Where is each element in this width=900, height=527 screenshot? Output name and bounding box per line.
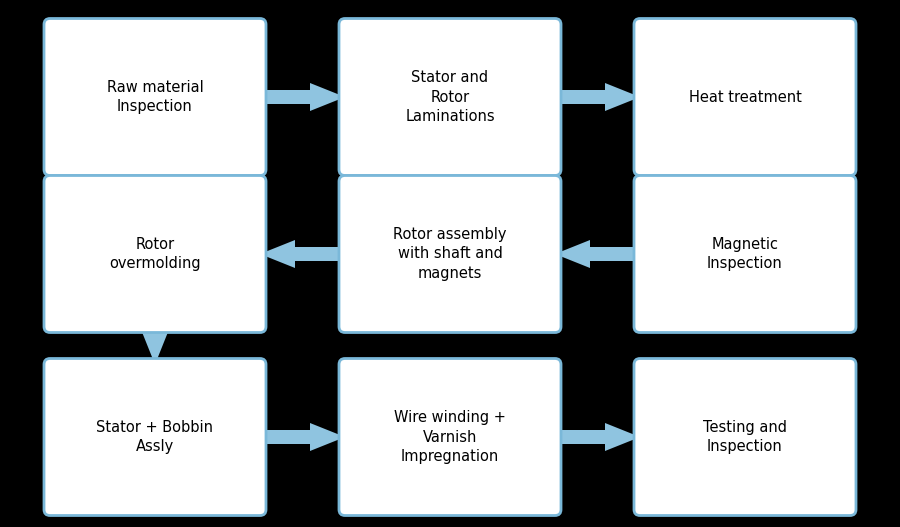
FancyBboxPatch shape xyxy=(339,358,561,515)
FancyArrow shape xyxy=(141,327,169,365)
FancyBboxPatch shape xyxy=(339,18,561,175)
Text: Stator + Bobbin
Assly: Stator + Bobbin Assly xyxy=(96,419,213,454)
Text: Testing and
Inspection: Testing and Inspection xyxy=(703,419,787,454)
Text: Raw material
Inspection: Raw material Inspection xyxy=(106,80,203,114)
Text: Rotor
overmolding: Rotor overmolding xyxy=(109,237,201,271)
FancyArrow shape xyxy=(731,147,759,181)
Text: Rotor assembly
with shaft and
magnets: Rotor assembly with shaft and magnets xyxy=(393,227,507,281)
FancyArrow shape xyxy=(260,423,345,451)
FancyBboxPatch shape xyxy=(44,358,266,515)
FancyArrow shape xyxy=(555,423,640,451)
Text: Wire winding +
Varnish
Impregnation: Wire winding + Varnish Impregnation xyxy=(394,409,506,464)
FancyArrow shape xyxy=(260,240,345,268)
FancyBboxPatch shape xyxy=(634,18,856,175)
FancyBboxPatch shape xyxy=(634,358,856,515)
FancyArrow shape xyxy=(555,83,640,111)
FancyBboxPatch shape xyxy=(44,18,266,175)
FancyBboxPatch shape xyxy=(339,175,561,333)
Text: Heat treatment: Heat treatment xyxy=(688,90,801,104)
Text: Magnetic
Inspection: Magnetic Inspection xyxy=(707,237,783,271)
FancyBboxPatch shape xyxy=(44,175,266,333)
FancyBboxPatch shape xyxy=(634,175,856,333)
FancyArrow shape xyxy=(555,240,640,268)
Text: Stator and
Rotor
Laminations: Stator and Rotor Laminations xyxy=(405,70,495,124)
FancyArrow shape xyxy=(260,83,345,111)
